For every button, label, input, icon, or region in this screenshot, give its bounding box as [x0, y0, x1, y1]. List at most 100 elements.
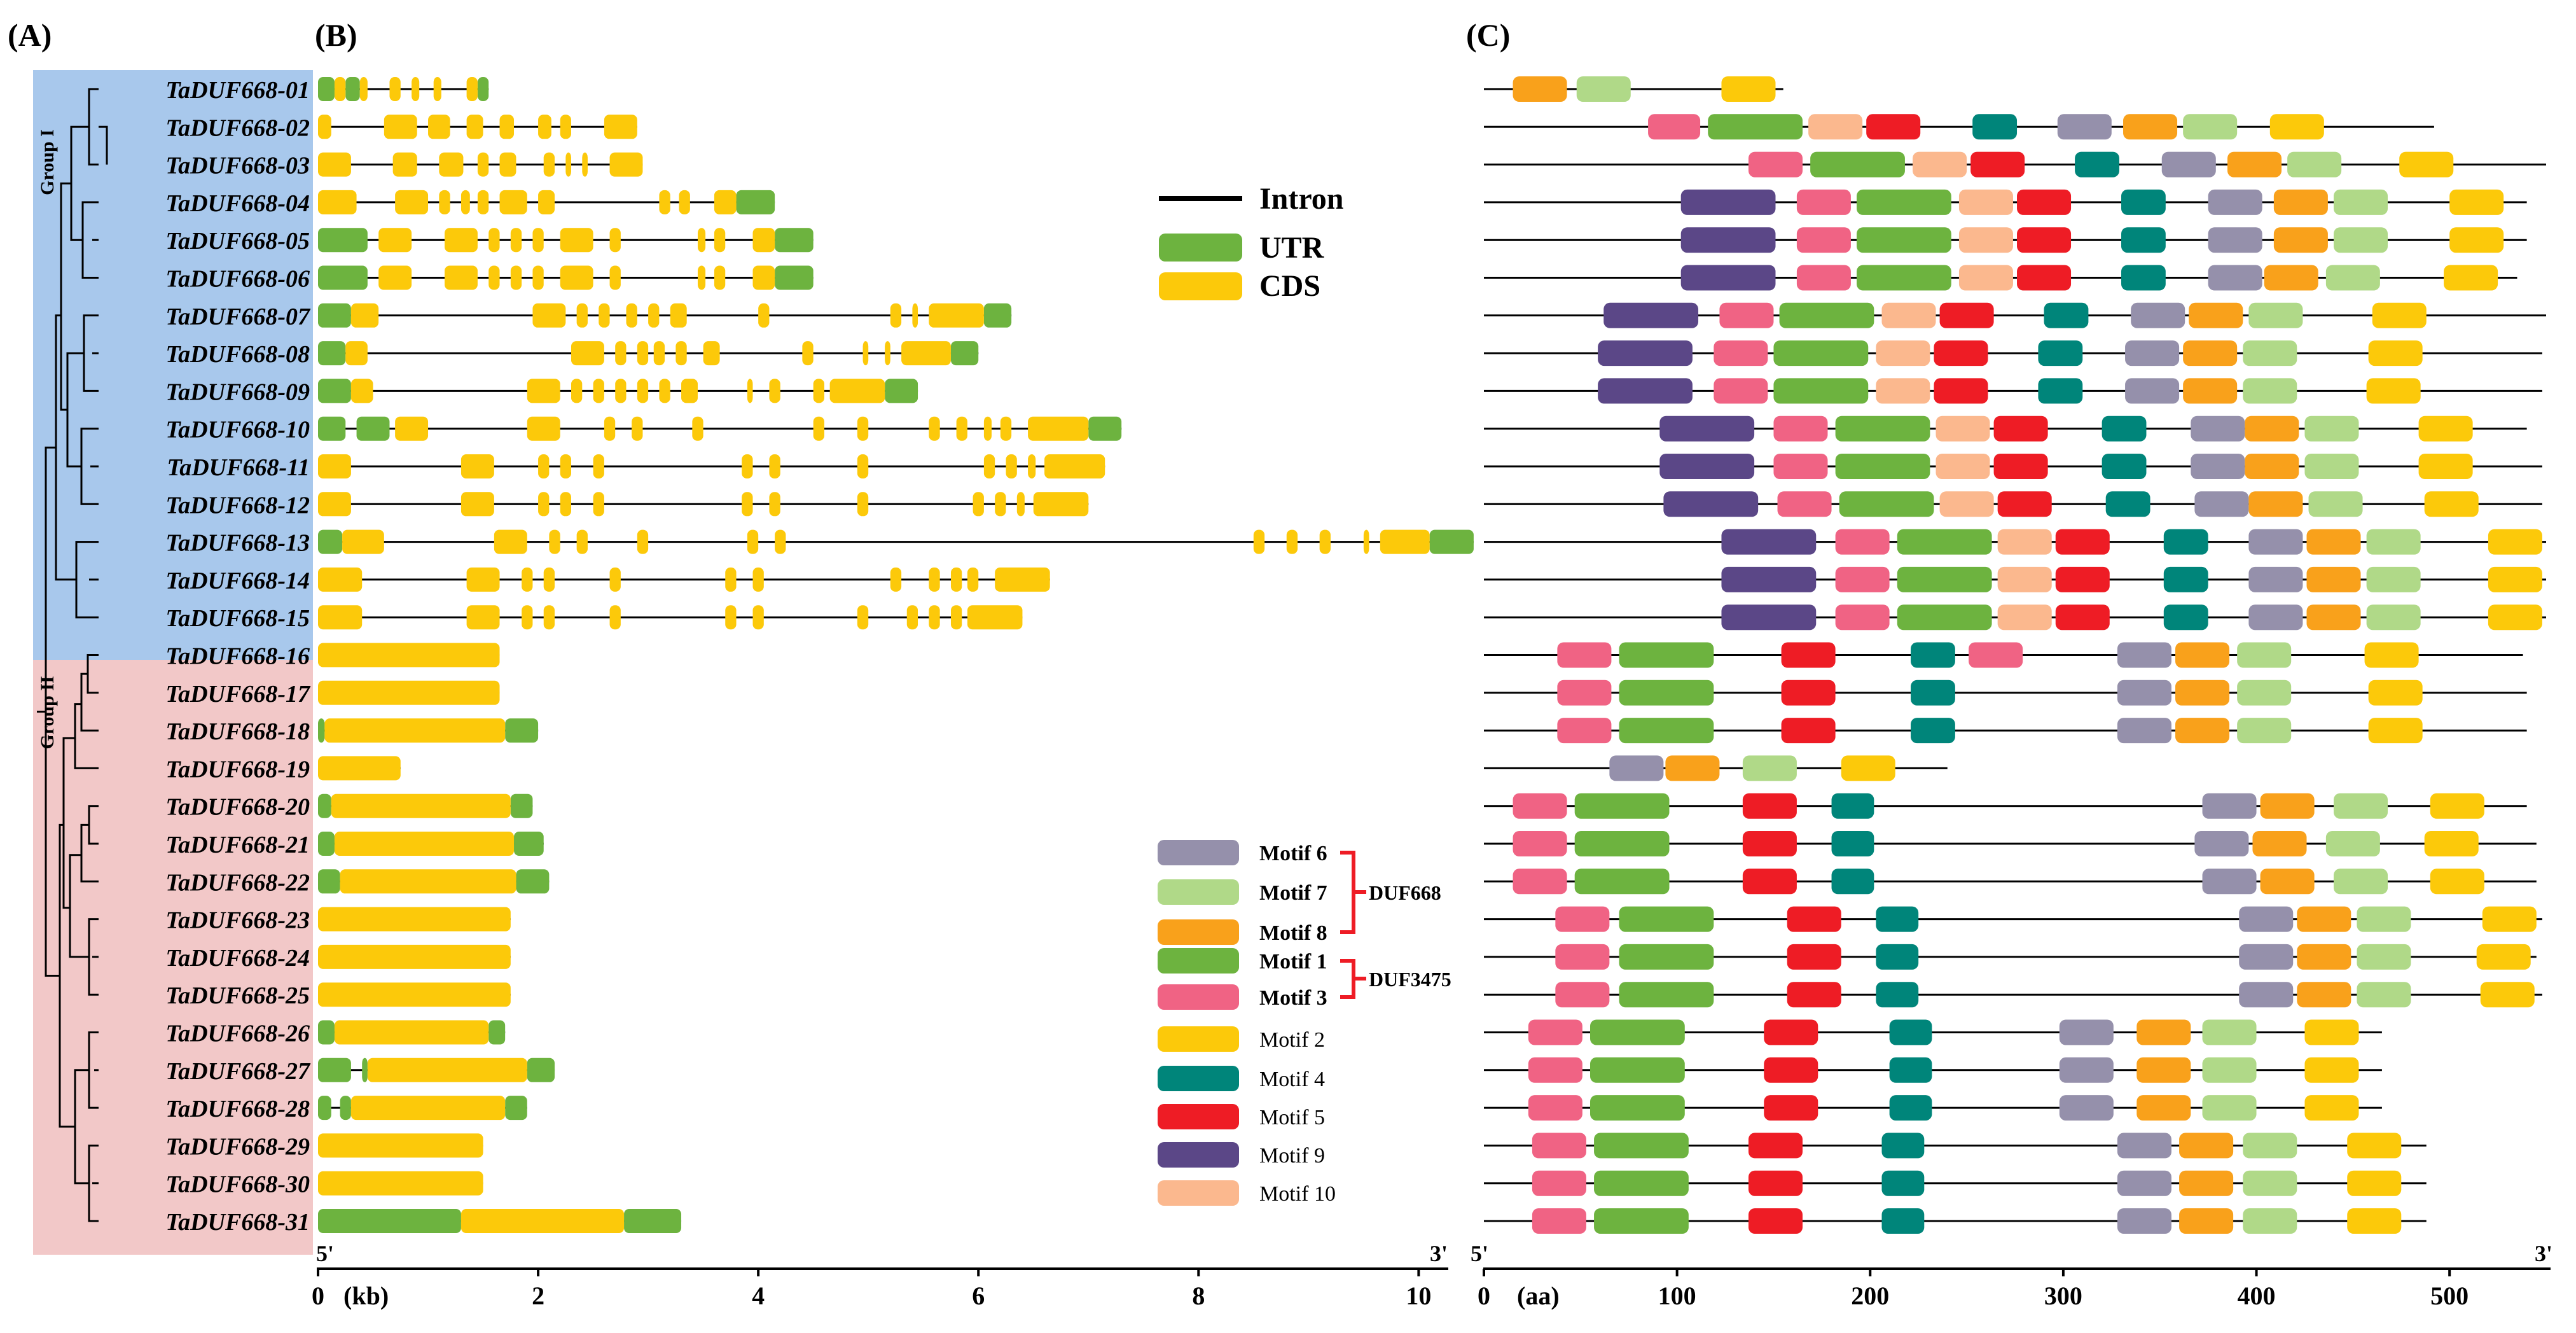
motif-box-m8: [2179, 1208, 2234, 1234]
legend-label-m2: Motif 2: [1259, 1028, 1325, 1052]
gene-structure-row: [318, 718, 539, 743]
motif-box-m9: [1663, 491, 1759, 517]
cds-segment: [318, 115, 331, 139]
motif-box-m2: [2366, 378, 2421, 404]
cds-segment: [950, 605, 962, 630]
gene-structure-row: [318, 1133, 483, 1158]
cds-segment: [714, 190, 737, 214]
cds-segment: [714, 265, 726, 290]
legend-label-m9: Motif 9: [1259, 1144, 1325, 1168]
utr-segment: [950, 341, 979, 366]
motif-row: [1484, 1019, 2382, 1045]
gene-structure-row: [318, 756, 401, 781]
motif-box-m3: [1557, 642, 1612, 668]
utr-segment: [318, 1096, 331, 1120]
legend-swatch-m5: [1158, 1104, 1239, 1129]
utr-segment: [885, 379, 918, 403]
motif-box-m3: [1796, 227, 1851, 253]
motif-box-m9: [1680, 265, 1776, 291]
motif-row: [1484, 227, 2527, 253]
cds-segment: [929, 567, 940, 592]
gene-name-28: TaDUF668-28: [165, 1096, 310, 1122]
group-i-label: Group I: [37, 129, 58, 195]
cds-segment: [1319, 529, 1331, 554]
cds-segment: [560, 115, 571, 139]
motif-box-m3: [1532, 1133, 1586, 1159]
cds-segment: [318, 982, 511, 1007]
gene-structure-row: [318, 793, 533, 818]
motif-box-m8: [2245, 454, 2299, 479]
motif-box-m3: [1796, 265, 1851, 291]
cds-segment: [318, 454, 351, 478]
duf668-bracket-line: [1340, 851, 1366, 934]
gene-structure-row: [318, 1209, 682, 1233]
motif-box-m5: [1742, 793, 1797, 819]
legend-swatch-m7: [1158, 879, 1239, 905]
tree-branch: [74, 703, 99, 769]
utr-segment: [318, 228, 368, 253]
cds-segment: [983, 416, 992, 441]
cds-segment: [334, 832, 515, 856]
tick-label: 0: [312, 1281, 324, 1310]
cds-segment: [460, 492, 494, 517]
legend-swatch-m2: [1158, 1026, 1239, 1052]
gene-structure-row: [318, 643, 500, 667]
cds-segment: [412, 77, 420, 101]
motif-box-m2: [2347, 1170, 2402, 1196]
cds-segment: [929, 416, 940, 441]
motif-box-m6: [2191, 415, 2245, 442]
gene-structure-row: [318, 416, 1122, 441]
motif-box-m8: [2306, 604, 2361, 631]
motif-box-m6: [2059, 1095, 2114, 1121]
motif-box-m5: [1866, 114, 1921, 140]
motif-box-m7: [2243, 340, 2297, 366]
motif-box-m2: [2372, 302, 2427, 328]
motif-box-m5: [1748, 1170, 1803, 1196]
gene-structure-row: [318, 152, 643, 177]
gene-structure-row: [318, 907, 511, 932]
motif-box-m3: [1748, 151, 1803, 178]
motif-row: [1484, 793, 2527, 819]
cds-segment: [331, 793, 511, 818]
cds-segment: [560, 228, 593, 253]
motif-5prime: 5': [1471, 1241, 1488, 1266]
cds-segment: [439, 190, 450, 214]
motif-box-m7: [2243, 378, 2297, 404]
motif-row: [1484, 604, 2546, 631]
tick-label: 500: [2430, 1281, 2469, 1310]
cds-segment: [725, 605, 737, 630]
utr-segment: [318, 341, 346, 366]
motif-row: [1484, 869, 2537, 895]
motif-rows: [1484, 76, 2546, 1234]
gene-name-15: TaDUF668-15: [165, 605, 310, 632]
motif-box-m7: [2183, 114, 2238, 140]
motif-box-m1: [1619, 642, 1714, 668]
cds-segment: [318, 152, 351, 177]
motif-box-m6: [2208, 189, 2262, 215]
cds-segment: [632, 416, 643, 441]
motif-box-m4: [1876, 944, 1919, 970]
cds-segment: [318, 643, 500, 667]
motif-box-m5: [2055, 529, 2110, 555]
motif-box-m8: [2136, 1095, 2191, 1121]
motif-row: [1484, 302, 2546, 328]
tick-label: 400: [2238, 1281, 2276, 1310]
motif-axis: 5' 3' (aa) 0 100 200 300 400 500: [1471, 1241, 2552, 1310]
gene-structure-row: [318, 77, 489, 101]
motif-box-m5: [1993, 415, 2048, 442]
motif-box-m6: [1609, 755, 1664, 781]
gene-name-20: TaDUF668-20: [165, 794, 310, 821]
motif-box-m4: [2121, 189, 2166, 215]
cds-segment: [543, 567, 555, 592]
motif-row: [1484, 642, 2523, 668]
cds-segment: [967, 605, 1023, 630]
motif-box-m1: [1594, 1208, 1689, 1234]
motif-box-m6: [2194, 831, 2249, 856]
motif-box-m7: [2237, 642, 2292, 668]
cds-segment: [318, 944, 511, 969]
motif-box-m9: [1721, 566, 1817, 592]
motif-row: [1484, 1057, 2382, 1083]
motif-box-m1: [1897, 529, 1992, 555]
group-i-band: [33, 70, 313, 660]
gene-name-2: TaDUF668-02: [165, 115, 310, 141]
